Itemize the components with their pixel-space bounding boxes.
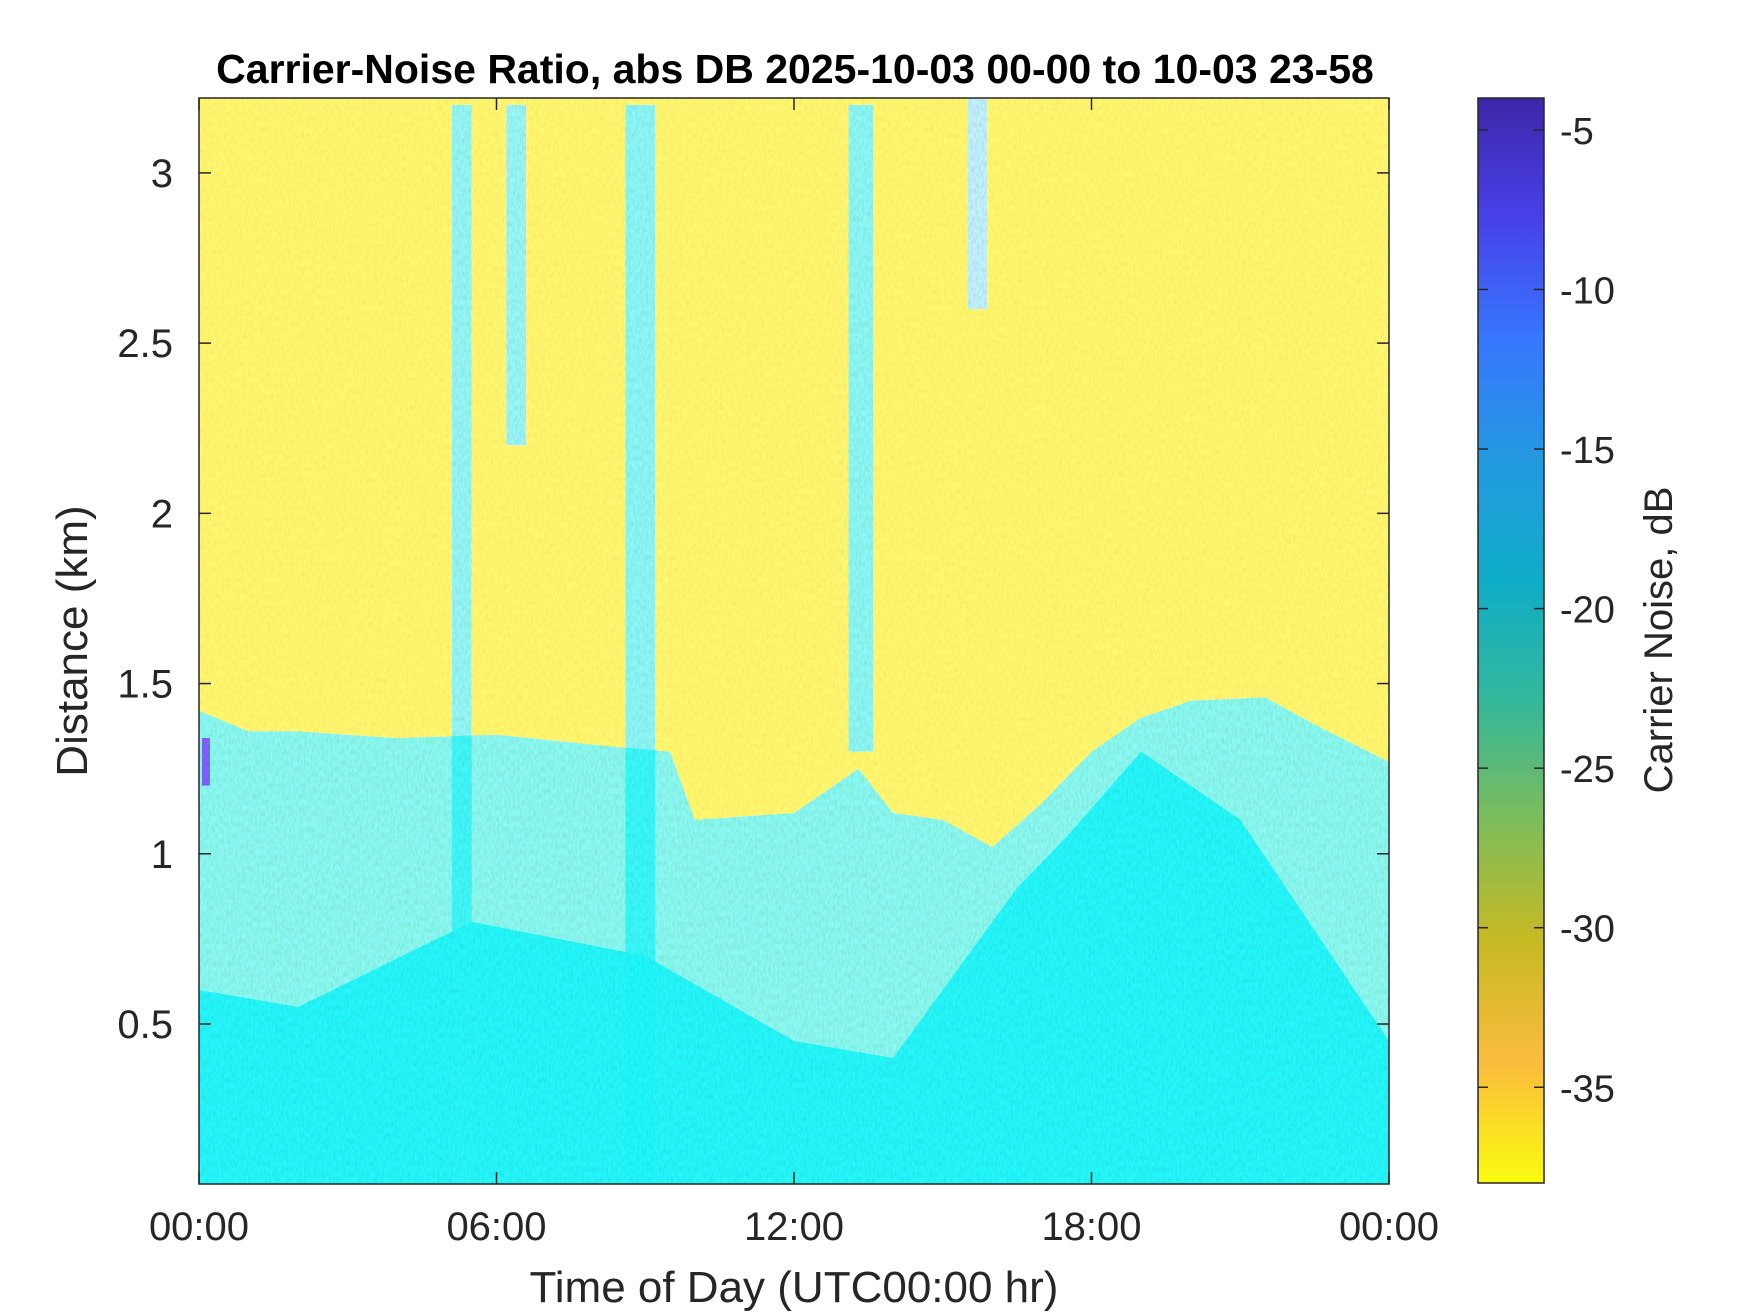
x-tick-label: 18:00	[1041, 1205, 1141, 1249]
y-tick-label: 2.5	[117, 322, 173, 366]
colorbar-tick-label: -15	[1560, 430, 1615, 472]
colorbar-label: Carrier Noise, dB	[1637, 487, 1681, 794]
x-axis-label: Time of Day (UTC00:00 hr)	[530, 1263, 1059, 1312]
y-axis-label: Distance (km)	[48, 505, 97, 776]
colorbar-tick-label: -30	[1560, 909, 1615, 951]
colorbar: -35 -30 -25 -20 -15 -10 -5 Carrier Noise, dB	[1477, 97, 1681, 1184]
x-tick-label: 12:00	[744, 1205, 844, 1249]
x-tick-label: 00:00	[1339, 1205, 1439, 1249]
colorbar-tick-label: -5	[1560, 111, 1594, 153]
y-axis: 0.5 1 1.5 2 2.5 3	[117, 152, 1389, 1047]
y-tick-label: 3	[151, 152, 173, 196]
colorbar-tick-label: -35	[1560, 1068, 1615, 1110]
colorbar-tick-label: -25	[1560, 749, 1615, 791]
chart-title: Carrier-Noise Ratio, abs DB 2025-10-03 0…	[216, 46, 1374, 92]
colorbar-gradient	[1477, 97, 1545, 1184]
colorbar-ticks: -35 -30 -25 -20 -15 -10 -5	[1478, 111, 1615, 1110]
y-tick-label: 2	[151, 492, 173, 536]
y-tick-label: 1	[151, 833, 173, 877]
colorbar-tick-label: -20	[1560, 590, 1615, 632]
heatmap-area	[199, 98, 1389, 1184]
x-tick-label: 00:00	[149, 1205, 249, 1249]
x-axis: 00:00 06:00 12:00 18:00 00:00	[149, 98, 1439, 1249]
y-tick-label: 1.5	[117, 663, 173, 707]
heatmap-texture	[199, 98, 1389, 1184]
x-tick-label: 06:00	[446, 1205, 546, 1249]
y-tick-label: 0.5	[117, 1003, 173, 1047]
colorbar-tick-label: -10	[1560, 270, 1615, 312]
